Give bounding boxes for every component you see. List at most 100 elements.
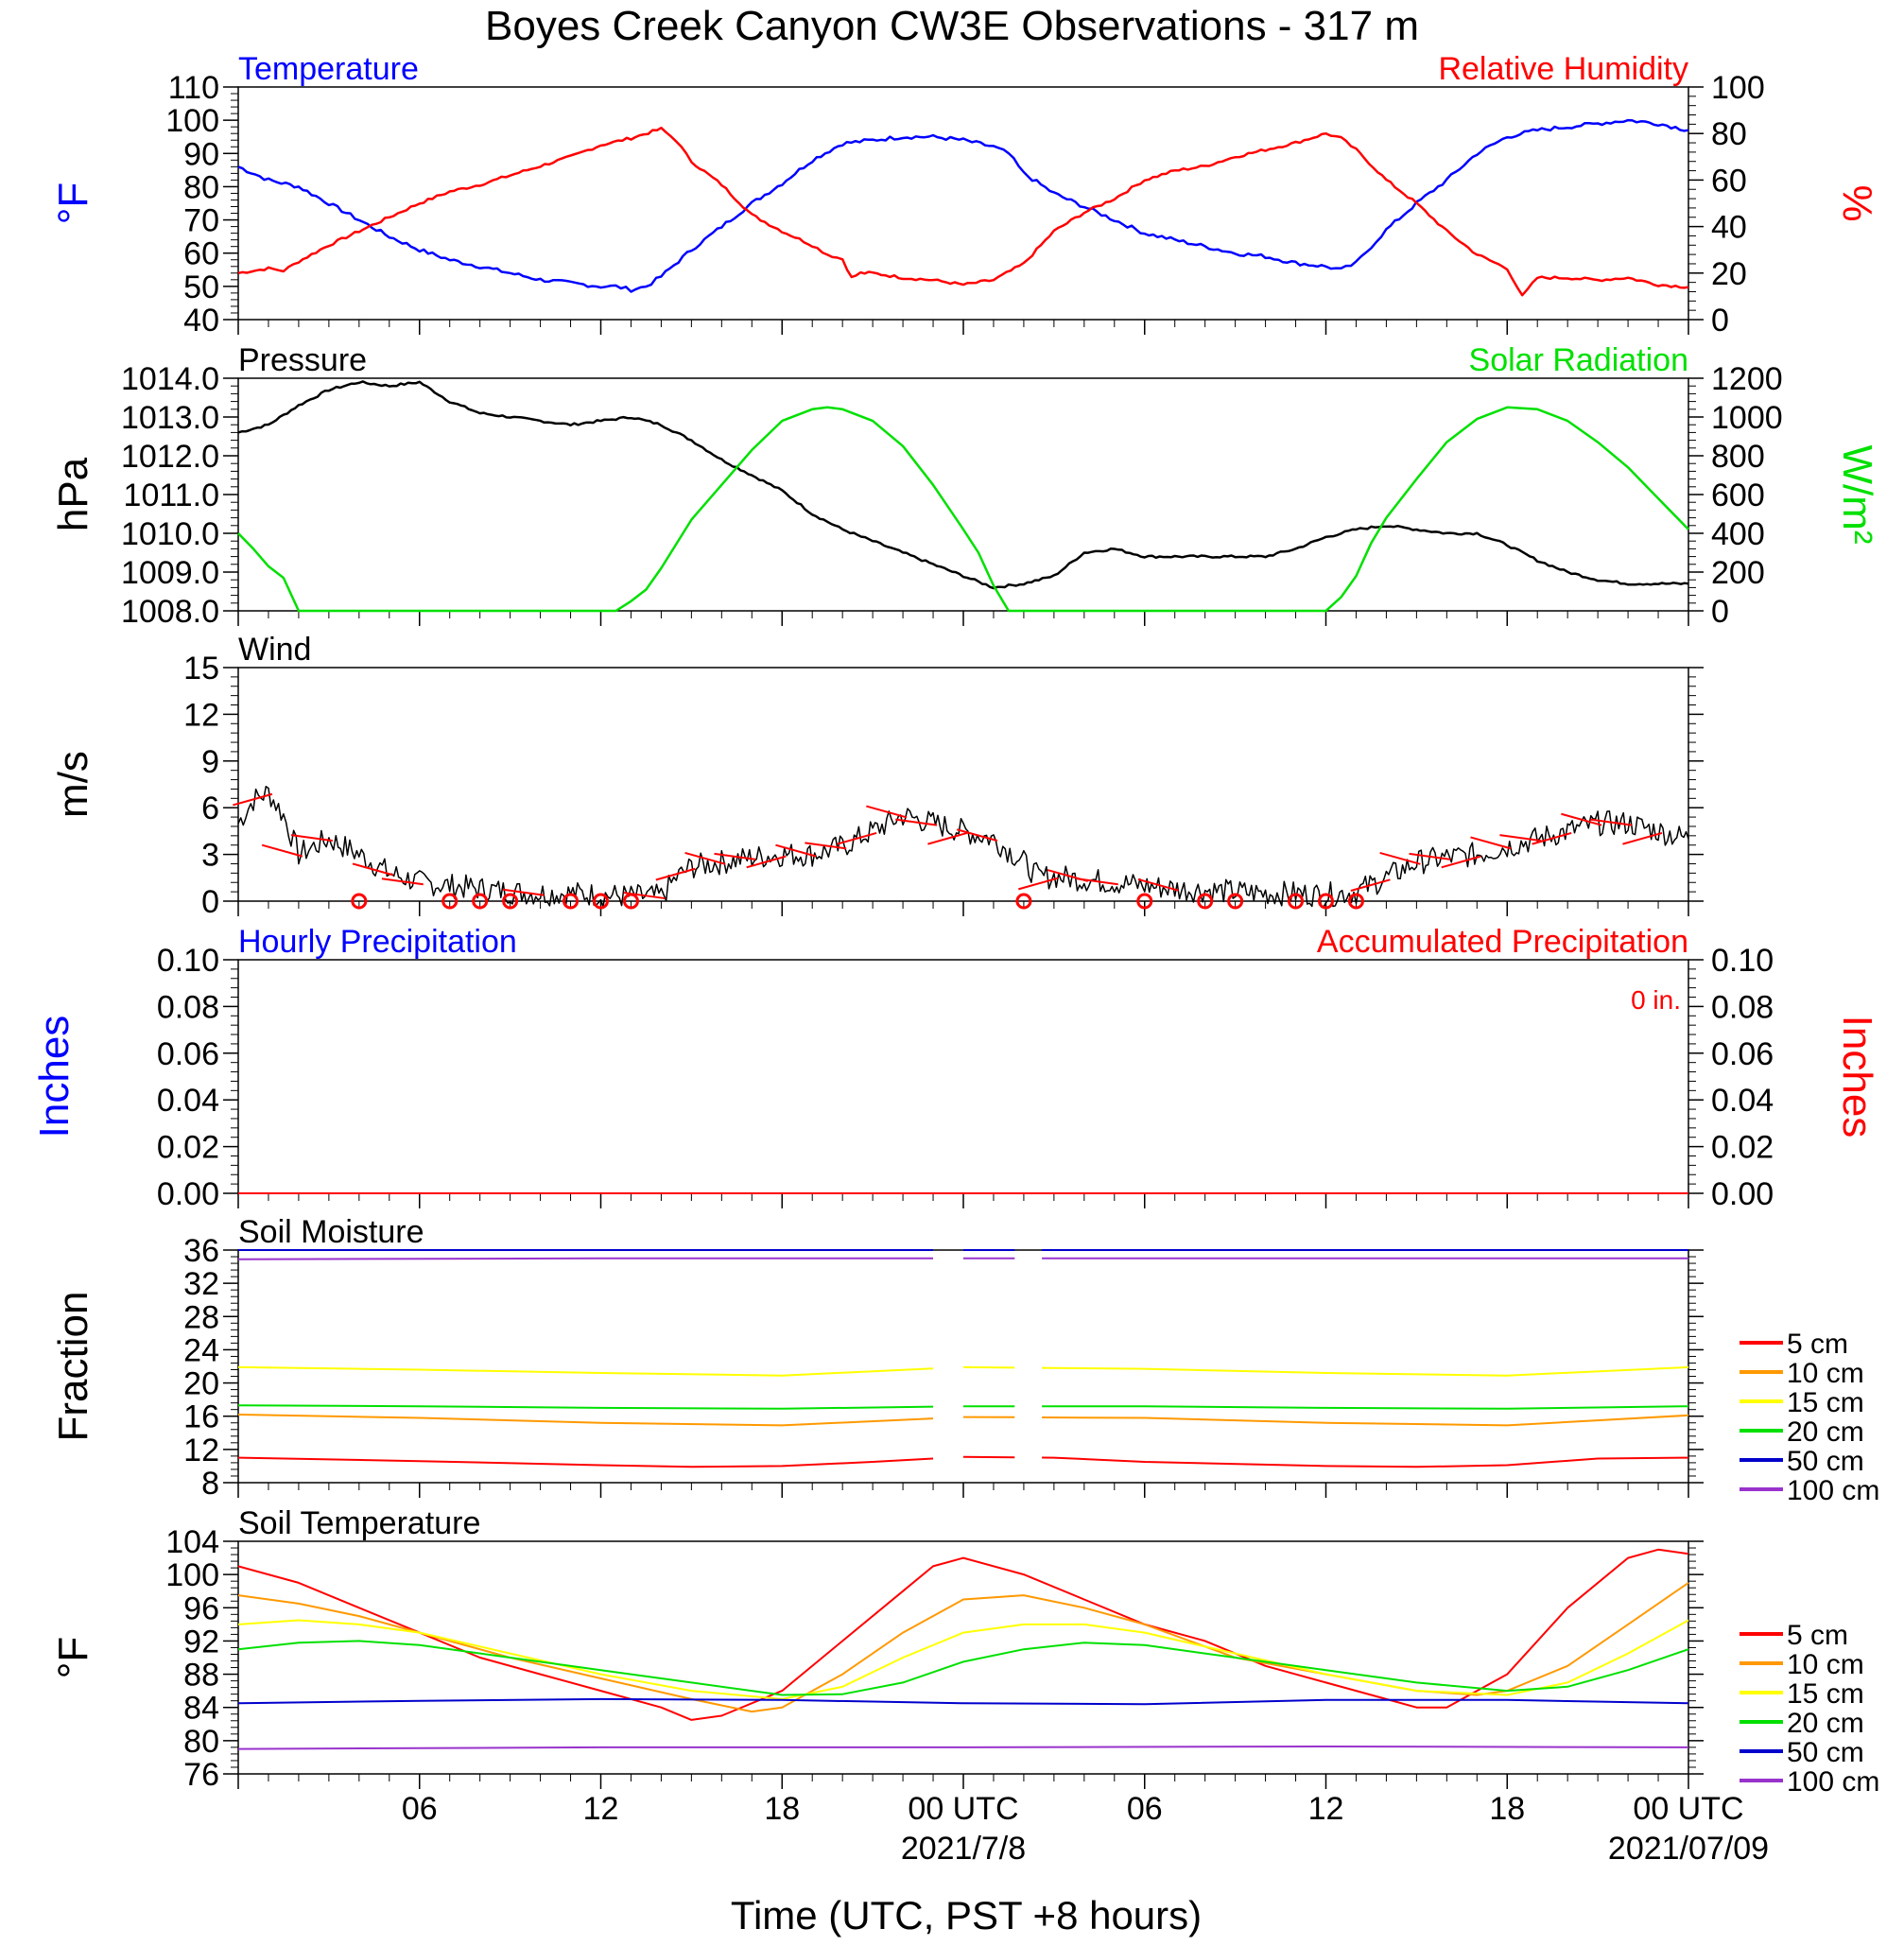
panel-1: 1014.01013.01012.01011.01010.01009.01008… (50, 342, 1880, 630)
y-tick-label-left: 20 (183, 1366, 219, 1402)
series-wind (237, 785, 1689, 908)
y-tick-label-left: 3 (201, 838, 219, 874)
calm-wind-marker (1318, 893, 1334, 910)
y-tick-label-left: 60 (183, 236, 219, 272)
panel-frame (237, 1249, 1689, 1484)
panel-left-title: Soil Moisture (238, 1214, 424, 1250)
legend-label: 50 cm (1787, 1446, 1864, 1477)
wind-barb (1441, 855, 1481, 869)
y-axis-label-left: °F (50, 182, 96, 224)
y-tick-label-left: 8 (201, 1466, 219, 1502)
wind-barb (1561, 812, 1602, 826)
y-tick-label-left: 76 (183, 1757, 219, 1793)
series-line (237, 1619, 1689, 1700)
y-tick-label-left: 0.06 (157, 1036, 219, 1072)
y-tick-label-right: 1000 (1711, 400, 1783, 436)
panel-left-title: Pressure (238, 342, 367, 378)
legend-label: 20 cm (1787, 1708, 1864, 1739)
legend-label: 15 cm (1787, 1387, 1864, 1418)
y-axis-label-left: hPa (50, 457, 96, 531)
wind-barb (1018, 877, 1059, 891)
series-line (1042, 1456, 1689, 1468)
wind-barb (895, 818, 938, 826)
series-50-cm (237, 1697, 1689, 1706)
wind-barb (502, 888, 545, 896)
series-15-cm (237, 1365, 1689, 1377)
series-line (237, 1365, 934, 1377)
y-tick-label-left: 96 (183, 1590, 219, 1626)
calm-wind-marker (1288, 893, 1305, 910)
calm-wind-marker (593, 893, 609, 910)
wind-barb (233, 792, 273, 807)
series-line (237, 1548, 1689, 1721)
y-tick-label-right: 600 (1711, 478, 1765, 513)
y-tick-label-left: 40 (183, 303, 219, 339)
calm-wind-marker (1227, 893, 1244, 910)
series-line (237, 126, 1689, 297)
y-tick-label-left: 0.00 (157, 1176, 219, 1212)
y-tick-label-left: 80 (183, 169, 219, 205)
y-tick-label-left: 32 (183, 1266, 219, 1302)
y-tick-label-right: 400 (1711, 516, 1765, 552)
y-tick-label-right: 100 (1711, 70, 1765, 106)
y-tick-label-right: 0.00 (1711, 1176, 1774, 1212)
y-tick-label-right: 80 (1711, 116, 1747, 152)
series-line (237, 1414, 934, 1427)
legend-label: 20 cm (1787, 1416, 1864, 1448)
y-tick-label-left: 1011.0 (124, 478, 219, 513)
y-tick-label-left: 12 (183, 1433, 219, 1468)
x-tick-label: 12 (583, 1791, 619, 1827)
y-tick-label-left: 100 (165, 1557, 219, 1593)
y-tick-label-right: 60 (1711, 163, 1747, 199)
y-tick-label-left: 1009.0 (121, 555, 219, 591)
legend-label: 100 cm (1787, 1475, 1879, 1506)
series-100-cm (237, 1746, 1689, 1750)
y-tick-label-left: 15 (183, 651, 219, 686)
x-tick-label: 06 (402, 1791, 438, 1827)
y-tick-label-right: 800 (1711, 439, 1765, 475)
wind-barb (1350, 878, 1391, 892)
panel-left-title: Hourly Precipitation (238, 924, 517, 960)
series-line (237, 785, 1689, 908)
y-axis-label-right: % (1834, 184, 1880, 221)
y-tick-label-left: 36 (183, 1233, 219, 1269)
wind-barb (775, 843, 817, 858)
calm-wind-marker (1136, 893, 1153, 910)
y-tick-label-left: 24 (183, 1332, 219, 1368)
y-axis-label-right: W/m² (1834, 444, 1880, 544)
panel-3: 0.10 0.08 0.06 0.04 0.02 0.00 0.10 0.08 0.06 0.04… (31, 924, 1880, 1212)
calm-wind-marker (1197, 893, 1214, 910)
panel-right-title: Relative Humidity (1438, 51, 1688, 87)
series-line (1042, 1414, 1689, 1427)
y-tick-label-right: 0.06 (1711, 1036, 1774, 1072)
y-axis-label-left: °F (50, 1637, 96, 1678)
x-tick-label: 00 UTC (908, 1791, 1018, 1827)
y-tick-label-left: 1014.0 (121, 361, 219, 397)
y-tick-label-left: 80 (183, 1724, 219, 1760)
series-20-cm (237, 1640, 1689, 1696)
legend-label: 5 cm (1787, 1620, 1848, 1651)
legend-label: 50 cm (1787, 1737, 1864, 1768)
date-label: 2021/07/09 (1608, 1831, 1769, 1867)
calm-wind-marker (441, 893, 459, 910)
y-tick-label-right: 0.08 (1711, 989, 1774, 1025)
calm-wind-marker (472, 893, 489, 910)
wind-barb (805, 842, 847, 850)
panel-left-title: Soil Temperature (238, 1505, 480, 1541)
legend-label: 100 cm (1787, 1766, 1879, 1798)
panel-right-title: Solar Radiation (1469, 342, 1688, 378)
figure-title: Boyes Creek Canyon CW3E Observations - 3… (485, 3, 1419, 49)
y-tick-label-right: 0.10 (1711, 943, 1774, 979)
wind-barb (746, 855, 787, 869)
wind-barb (837, 831, 877, 845)
panel-left-title: Temperature (238, 51, 419, 87)
x-tick-label: 06 (1127, 1791, 1163, 1827)
series-line (237, 380, 1689, 590)
series-temperature (237, 118, 1689, 293)
y-tick-label-right: 40 (1711, 210, 1747, 246)
panel-0: 110100908070605040100806040200Temperatur… (50, 51, 1880, 339)
y-tick-label-left: 92 (183, 1624, 219, 1659)
